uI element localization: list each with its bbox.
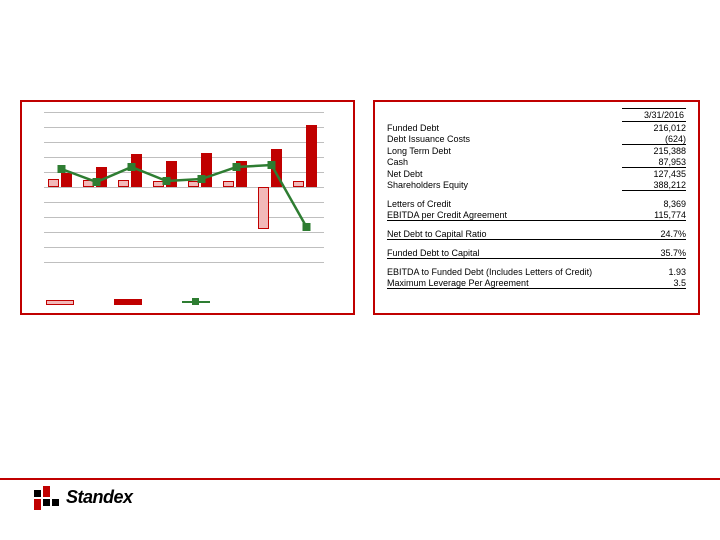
row-label: EBITDA to Funded Debt (Includes Letters … (387, 267, 622, 277)
row-value: 215,388 (622, 146, 686, 156)
table-row: Debt Issuance Costs(624) (387, 133, 686, 145)
row-label: Shareholders Equity (387, 180, 622, 191)
table-row: Shareholders Equity388,212 (387, 179, 686, 191)
row-label: Net Debt (387, 169, 622, 179)
legend-series-2 (114, 299, 142, 305)
row-label: EBITDA per Credit Agreement (387, 210, 622, 220)
row-value: 1.93 (622, 267, 686, 277)
row-value: 35.7% (622, 248, 686, 258)
chart-legend (46, 299, 210, 305)
footer: Standex (0, 478, 720, 518)
row-label: Net Debt to Capital Ratio (387, 229, 622, 239)
financial-table: 3/31/2016 Funded Debt216,012Debt Issuanc… (373, 100, 700, 315)
row-label: Letters of Credit (387, 199, 622, 209)
row-value: 216,012 (622, 123, 686, 133)
logo-text: Standex (66, 487, 133, 508)
table-row: EBITDA per Credit Agreement115,774 (387, 209, 686, 220)
table-section-3: Net Debt to Capital Ratio24.7% (387, 228, 686, 240)
table-section-2: Letters of Credit8,369EBITDA per Credit … (387, 198, 686, 221)
table-row: Net Debt127,435 (387, 168, 686, 179)
row-label: Funded Debt (387, 123, 622, 133)
table-row: Maximum Leverage Per Agreement3.5 (387, 277, 686, 288)
row-value: 115,774 (622, 210, 686, 220)
table-row: Letters of Credit8,369 (387, 198, 686, 209)
row-value: 8,369 (622, 199, 686, 209)
row-value: 127,435 (622, 169, 686, 179)
company-logo: Standex (34, 486, 720, 510)
chart-panel (20, 100, 355, 315)
table-header-date: 3/31/2016 (622, 108, 686, 122)
table-section-5: EBITDA to Funded Debt (Includes Letters … (387, 266, 686, 289)
table-section-1: Funded Debt216,012Debt Issuance Costs(62… (387, 122, 686, 191)
legend-series-1 (46, 300, 74, 305)
row-value: 388,212 (622, 180, 686, 191)
legend-series-3 (182, 301, 210, 303)
chart-area (44, 112, 324, 262)
table-row: Funded Debt216,012 (387, 122, 686, 133)
table-row: Long Term Debt215,388 (387, 145, 686, 156)
table-row: Cash87,953 (387, 156, 686, 168)
row-label: Long Term Debt (387, 146, 622, 156)
row-value: 24.7% (622, 229, 686, 239)
table-row: EBITDA to Funded Debt (Includes Letters … (387, 266, 686, 277)
chart-line (44, 112, 324, 262)
table-row: Net Debt to Capital Ratio24.7% (387, 228, 686, 239)
table-section-4: Funded Debt to Capital35.7% (387, 247, 686, 259)
row-label: Maximum Leverage Per Agreement (387, 278, 622, 288)
row-value: 3.5 (622, 278, 686, 288)
row-value: (624) (622, 134, 686, 145)
row-value: 87,953 (622, 157, 686, 168)
logo-icon (34, 486, 60, 510)
row-label: Funded Debt to Capital (387, 248, 622, 258)
table-row: Funded Debt to Capital35.7% (387, 247, 686, 258)
row-label: Debt Issuance Costs (387, 134, 622, 145)
footer-divider (0, 478, 720, 480)
row-label: Cash (387, 157, 622, 168)
